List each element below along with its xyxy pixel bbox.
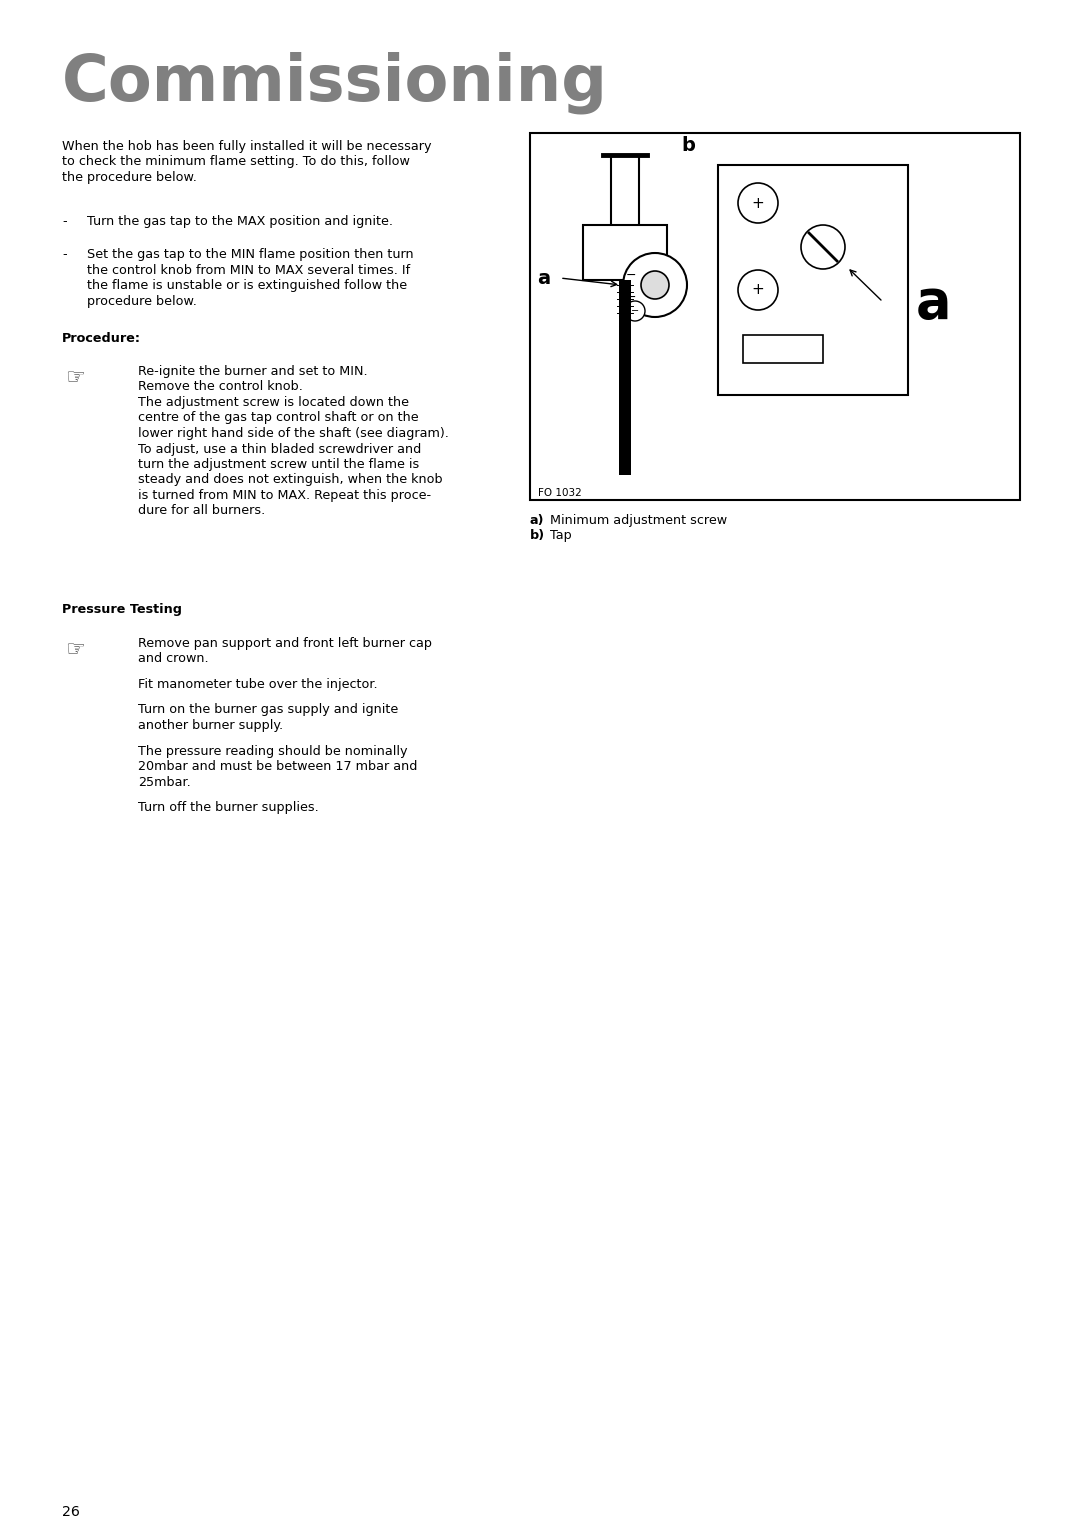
Text: Turn off the burner supplies.: Turn off the burner supplies. — [138, 801, 319, 814]
Text: 20mbar and must be between 17 mbar and: 20mbar and must be between 17 mbar and — [138, 759, 417, 773]
Text: Remove the control knob.: Remove the control knob. — [138, 380, 302, 394]
Text: b: b — [681, 136, 694, 154]
Text: FO 1032: FO 1032 — [538, 487, 582, 498]
Text: −: − — [625, 269, 636, 281]
Text: a): a) — [530, 513, 544, 527]
Bar — [619, 280, 631, 475]
Text: Remove pan support and front left burner cap: Remove pan support and front left burner… — [138, 637, 432, 649]
Text: Fit manometer tube over the injector.: Fit manometer tube over the injector. — [138, 678, 378, 691]
Bar — [718, 165, 908, 396]
Text: Commissioning: Commissioning — [62, 52, 608, 115]
Circle shape — [642, 270, 669, 299]
Text: When the hob has been fully installed it will be necessary: When the hob has been fully installed it… — [62, 141, 432, 153]
Text: Turn on the burner gas supply and ignite: Turn on the burner gas supply and ignite — [138, 703, 399, 717]
Circle shape — [738, 183, 778, 223]
Text: -: - — [62, 215, 67, 228]
Text: the procedure below.: the procedure below. — [62, 171, 197, 183]
Text: Re-ignite the burner and set to MIN.: Re-ignite the burner and set to MIN. — [138, 365, 367, 377]
Text: to check the minimum flame setting. To do this, follow: to check the minimum flame setting. To d… — [62, 156, 410, 168]
Text: ☞: ☞ — [65, 368, 85, 388]
Text: centre of the gas tap control shaft or on the: centre of the gas tap control shaft or o… — [138, 411, 419, 425]
Text: 25mbar.: 25mbar. — [138, 776, 191, 788]
Text: +: + — [752, 283, 765, 298]
Text: a: a — [537, 269, 550, 287]
Text: To adjust, use a thin bladed screwdriver and: To adjust, use a thin bladed screwdriver… — [138, 443, 421, 455]
Text: the flame is unstable or is extinguished follow the: the flame is unstable or is extinguished… — [87, 280, 407, 292]
Bar — [583, 225, 667, 280]
Circle shape — [801, 225, 845, 269]
Text: 26: 26 — [62, 1505, 80, 1519]
Text: The pressure reading should be nominally: The pressure reading should be nominally — [138, 744, 407, 758]
Text: a: a — [916, 277, 951, 329]
Text: steady and does not extinguish, when the knob: steady and does not extinguish, when the… — [138, 474, 443, 486]
Text: The adjustment screw is located down the: The adjustment screw is located down the — [138, 396, 409, 410]
Text: Procedure:: Procedure: — [62, 332, 141, 345]
Text: procedure below.: procedure below. — [87, 295, 197, 307]
Circle shape — [623, 254, 687, 316]
Text: -: - — [62, 248, 67, 261]
Text: Turn the gas tap to the MAX position and ignite.: Turn the gas tap to the MAX position and… — [87, 215, 393, 228]
Bar — [743, 335, 823, 364]
Circle shape — [738, 270, 778, 310]
Text: ☞: ☞ — [65, 640, 85, 660]
Text: turn the adjustment screw until the flame is: turn the adjustment screw until the flam… — [138, 458, 419, 471]
Circle shape — [625, 301, 645, 321]
Text: the control knob from MIN to MAX several times. If: the control knob from MIN to MAX several… — [87, 263, 410, 277]
Text: Set the gas tap to the MIN flame position then turn: Set the gas tap to the MIN flame positio… — [87, 248, 414, 261]
Text: Tap: Tap — [550, 530, 571, 542]
Text: Minimum adjustment screw: Minimum adjustment screw — [550, 513, 727, 527]
Text: −: − — [631, 306, 639, 316]
Bar — [611, 154, 639, 231]
Bar — [530, 133, 1020, 500]
Text: is turned from MIN to MAX. Repeat this proce-: is turned from MIN to MAX. Repeat this p… — [138, 489, 431, 503]
Text: and crown.: and crown. — [138, 652, 208, 666]
Text: b): b) — [530, 530, 545, 542]
Text: +: + — [752, 196, 765, 211]
Text: another burner supply.: another burner supply. — [138, 720, 283, 732]
Text: Pressure Testing: Pressure Testing — [62, 604, 183, 616]
Text: lower right hand side of the shaft (see diagram).: lower right hand side of the shaft (see … — [138, 426, 449, 440]
Text: −: − — [625, 290, 636, 304]
Text: dure for all burners.: dure for all burners. — [138, 504, 266, 518]
